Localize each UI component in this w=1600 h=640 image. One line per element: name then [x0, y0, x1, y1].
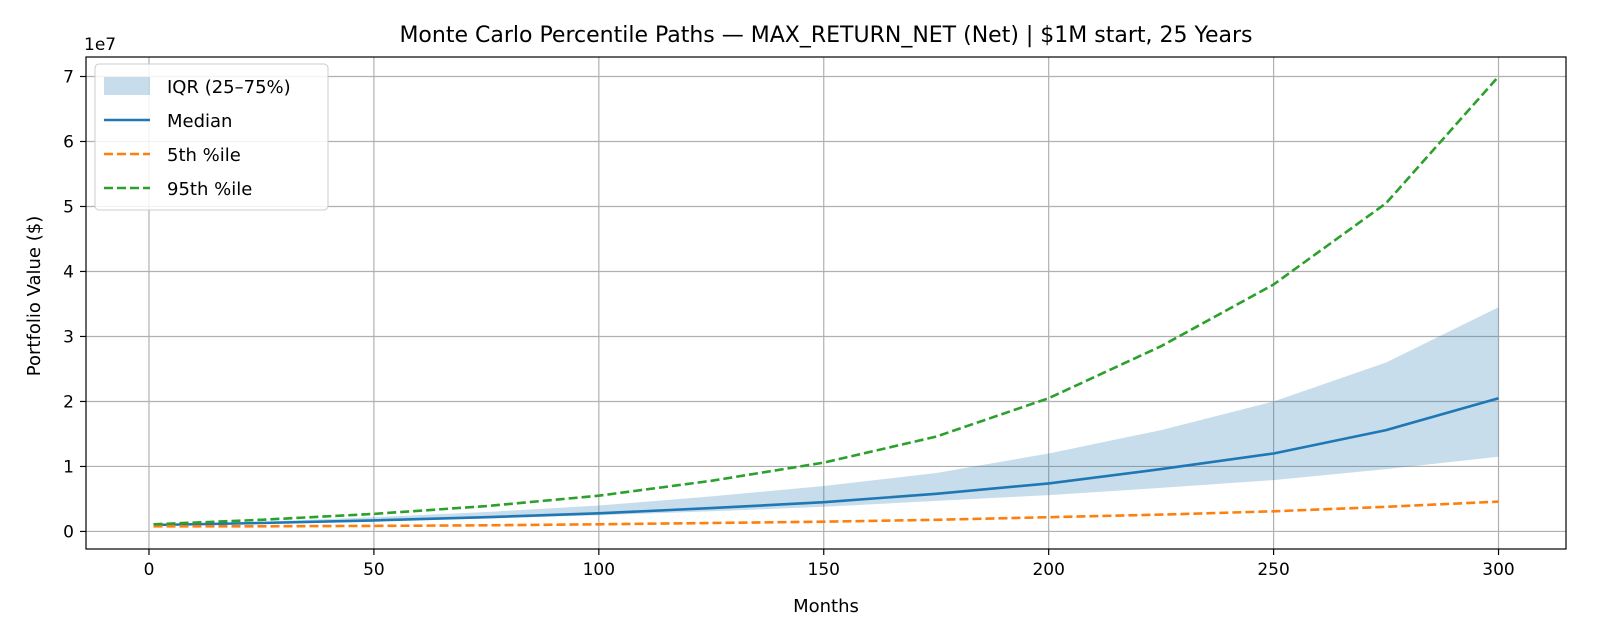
- legend-label-p5-line: 5th %ile: [167, 145, 241, 166]
- y-tick-label: 5: [63, 197, 74, 217]
- legend: IQR (25–75%) Median 5th %ile 95th %ile: [94, 63, 329, 211]
- legend-label-p95-line: 95th %ile: [167, 179, 252, 200]
- x-tick-label: 250: [1257, 560, 1289, 580]
- iqr-band: [153, 307, 1499, 525]
- x-axis-label: Months: [793, 596, 859, 617]
- x-tick-label: 50: [363, 560, 385, 580]
- y-tick-label: 7: [63, 67, 74, 87]
- y-tick-label: 6: [63, 132, 74, 152]
- y-tick-label: 4: [63, 262, 74, 282]
- x-tick-label: 100: [583, 560, 615, 580]
- median-line: [153, 396, 1499, 527]
- legend-label-iqr: IQR (25–75%): [167, 77, 291, 98]
- x-tick-label: 0: [144, 560, 155, 580]
- x-tick-label: 200: [1032, 560, 1064, 580]
- y-tick-label: 0: [63, 522, 74, 542]
- grid: [86, 57, 1566, 549]
- y-tick-label: 3: [63, 327, 74, 347]
- p95-line: [153, 75, 1500, 526]
- y-axis-offset-label: 1e7: [84, 35, 116, 55]
- y-axis-label: Portfolio Value ($): [24, 216, 45, 376]
- plot-area: [153, 75, 1500, 528]
- legend-label-median-line: Median: [167, 111, 232, 132]
- chart-title: Monte Carlo Percentile Paths — MAX_RETUR…: [399, 23, 1252, 48]
- legend-swatch-iqr: [104, 77, 150, 95]
- axis-ticks: 0 50 100 150 200 250 300 0 1 2 3 4 5 6 7: [63, 67, 1515, 580]
- x-tick-label: 300: [1482, 560, 1514, 580]
- axes-frame: [85, 56, 1567, 550]
- y-tick-label: 2: [63, 392, 74, 412]
- p5-line: [153, 500, 1499, 528]
- x-tick-label: 150: [808, 560, 840, 580]
- legend-box: [94, 63, 329, 211]
- y-tick-label: 1: [63, 457, 74, 477]
